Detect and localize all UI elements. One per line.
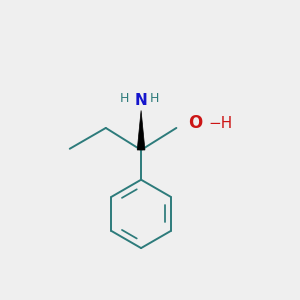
Text: O: O	[188, 115, 203, 133]
Text: N: N	[135, 93, 148, 108]
Text: −H: −H	[208, 116, 233, 131]
Text: H: H	[120, 92, 129, 105]
Text: H: H	[150, 92, 159, 105]
Polygon shape	[137, 110, 145, 150]
